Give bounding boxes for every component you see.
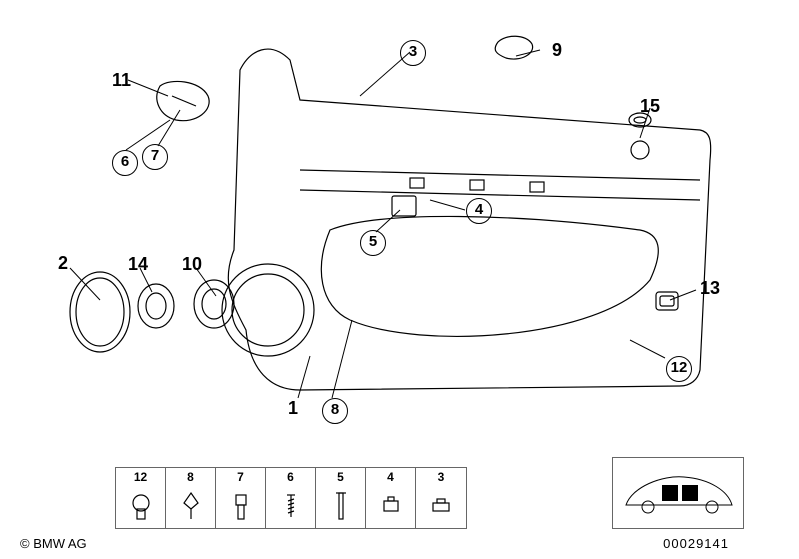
callout-9: 9 <box>552 40 562 61</box>
strip-num: 4 <box>387 470 394 484</box>
callout-15: 15 <box>640 96 660 117</box>
callout-10: 10 <box>182 254 202 275</box>
strip-cell-5: 5 <box>316 468 366 528</box>
strip-num: 12 <box>134 470 147 484</box>
strip-num: 6 <box>287 470 294 484</box>
hardware-strip: 12 8 7 6 5 4 3 <box>115 467 467 529</box>
callout-8: 8 <box>322 398 348 424</box>
strip-cell-6: 6 <box>266 468 316 528</box>
strip-num: 3 <box>438 470 445 484</box>
clip-wing-icon <box>176 484 206 528</box>
bracket-icon <box>426 484 456 528</box>
vehicle-locator <box>612 457 744 529</box>
strip-num: 8 <box>187 470 194 484</box>
callout-6: 6 <box>112 150 138 176</box>
callout-11: 11 <box>112 70 131 91</box>
car-silhouette <box>618 465 738 521</box>
strip-cell-4: 4 <box>366 468 416 528</box>
copyright-text: © BMW AG <box>20 536 87 551</box>
callout-1: 1 <box>288 398 298 419</box>
strip-cell-8: 8 <box>166 468 216 528</box>
callout-3: 3 <box>400 40 426 66</box>
screw-long-icon <box>326 484 356 528</box>
strip-num: 5 <box>337 470 344 484</box>
strip-cell-7: 7 <box>216 468 266 528</box>
callout-5: 5 <box>360 230 386 256</box>
strip-cell-12: 12 <box>116 468 166 528</box>
callout-14: 14 <box>128 254 148 275</box>
diagram-id: 00029141 <box>663 536 729 551</box>
callout-12: 12 <box>666 356 692 382</box>
nut-clip-icon <box>376 484 406 528</box>
callout-7: 7 <box>142 144 168 170</box>
diagram-canvas: 123456789101112131415 12876543 © BMW AG … <box>0 0 799 559</box>
clip-round-icon <box>126 484 156 528</box>
strip-num: 7 <box>237 470 244 484</box>
screw-icon <box>276 484 306 528</box>
callout-4: 4 <box>466 198 492 224</box>
plug-icon <box>226 484 256 528</box>
callout-2: 2 <box>58 253 68 274</box>
strip-cell-3: 3 <box>416 468 466 528</box>
callout-13: 13 <box>700 278 720 299</box>
